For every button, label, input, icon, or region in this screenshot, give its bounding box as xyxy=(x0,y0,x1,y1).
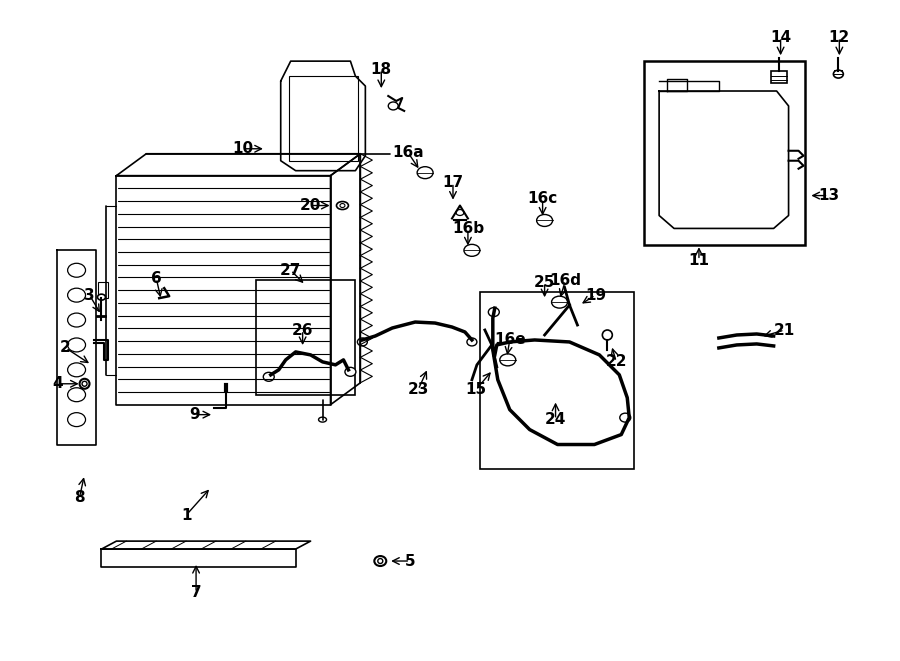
Ellipse shape xyxy=(68,288,86,302)
Text: 16d: 16d xyxy=(550,273,581,288)
Ellipse shape xyxy=(68,338,86,352)
Text: 27: 27 xyxy=(280,263,302,278)
Ellipse shape xyxy=(68,313,86,327)
Text: 22: 22 xyxy=(606,354,627,369)
Text: 25: 25 xyxy=(534,275,555,290)
Text: 16e: 16e xyxy=(494,332,526,348)
Bar xyxy=(770,71,787,83)
Text: 6: 6 xyxy=(151,271,162,286)
Ellipse shape xyxy=(417,167,433,178)
Text: 15: 15 xyxy=(465,382,487,397)
Ellipse shape xyxy=(500,354,516,366)
Text: 23: 23 xyxy=(408,382,428,397)
Ellipse shape xyxy=(68,363,86,377)
Text: 24: 24 xyxy=(544,412,566,427)
Text: 12: 12 xyxy=(829,30,850,45)
Ellipse shape xyxy=(68,263,86,277)
Ellipse shape xyxy=(536,214,553,227)
Ellipse shape xyxy=(374,556,386,566)
Ellipse shape xyxy=(552,296,568,308)
Text: 21: 21 xyxy=(774,323,796,338)
Text: 26: 26 xyxy=(292,323,313,338)
Bar xyxy=(480,292,634,469)
Text: 10: 10 xyxy=(232,141,254,156)
Ellipse shape xyxy=(620,413,631,422)
Bar xyxy=(98,282,108,298)
Text: 2: 2 xyxy=(60,340,71,356)
Bar xyxy=(256,280,356,395)
Ellipse shape xyxy=(833,70,843,78)
Ellipse shape xyxy=(68,388,86,402)
Text: 1: 1 xyxy=(181,508,192,523)
Text: 8: 8 xyxy=(75,490,85,505)
Text: 18: 18 xyxy=(371,61,392,77)
Ellipse shape xyxy=(79,379,89,389)
Ellipse shape xyxy=(489,307,500,317)
Bar xyxy=(289,76,358,161)
Text: 14: 14 xyxy=(770,30,791,45)
Text: 20: 20 xyxy=(300,198,321,213)
Ellipse shape xyxy=(464,245,480,256)
Text: 13: 13 xyxy=(818,188,839,203)
Bar xyxy=(644,61,806,245)
Text: 7: 7 xyxy=(191,586,202,600)
Text: 4: 4 xyxy=(52,376,63,391)
Text: 17: 17 xyxy=(443,175,464,190)
Ellipse shape xyxy=(97,294,105,300)
Text: 16b: 16b xyxy=(452,221,484,236)
Text: 11: 11 xyxy=(688,253,709,268)
Ellipse shape xyxy=(68,412,86,426)
Text: 16a: 16a xyxy=(392,145,424,160)
Ellipse shape xyxy=(264,372,274,381)
Ellipse shape xyxy=(602,330,612,340)
Ellipse shape xyxy=(345,368,356,376)
Text: 5: 5 xyxy=(405,553,416,568)
Ellipse shape xyxy=(337,202,348,210)
Text: 16c: 16c xyxy=(527,191,558,206)
Text: 9: 9 xyxy=(189,407,200,422)
Text: 19: 19 xyxy=(585,288,606,303)
Text: 3: 3 xyxy=(85,288,94,303)
